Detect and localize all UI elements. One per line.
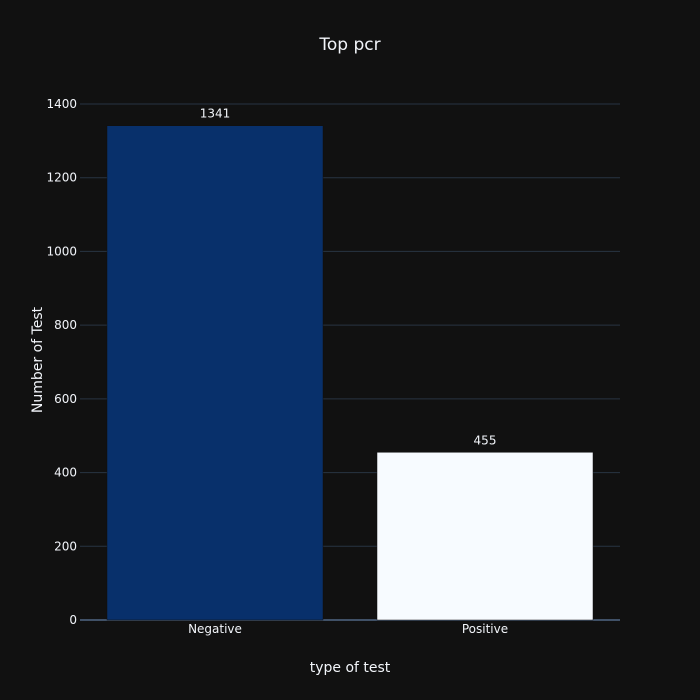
bar-value-label: 455 bbox=[474, 433, 497, 447]
bar-negative[interactable] bbox=[106, 125, 324, 621]
x-tick-label: Positive bbox=[462, 622, 508, 636]
y-axis-ticks: 0 200 400 600 800 1000 1200 1400 bbox=[46, 97, 77, 627]
x-tick-label: Negative bbox=[188, 622, 242, 636]
y-tick-label: 200 bbox=[54, 539, 77, 553]
y-axis-title: Number of Test bbox=[30, 306, 46, 413]
chart-title: Top pcr bbox=[318, 35, 380, 55]
y-tick-label: 0 bbox=[69, 613, 77, 627]
x-axis-title: type of test bbox=[310, 660, 391, 676]
y-tick-label: 1000 bbox=[46, 244, 77, 258]
y-tick-label: 600 bbox=[54, 392, 77, 406]
x-axis-ticks: Negative Positive bbox=[188, 622, 508, 636]
y-tick-label: 400 bbox=[54, 466, 77, 480]
y-tick-label: 1200 bbox=[46, 171, 77, 185]
bars bbox=[106, 125, 594, 621]
bar-positive[interactable] bbox=[376, 452, 594, 621]
bar-value-labels: 1341 455 bbox=[200, 107, 497, 448]
y-tick-label: 800 bbox=[54, 318, 77, 332]
y-tick-label: 1400 bbox=[46, 97, 77, 111]
bar-value-label: 1341 bbox=[200, 107, 231, 121]
